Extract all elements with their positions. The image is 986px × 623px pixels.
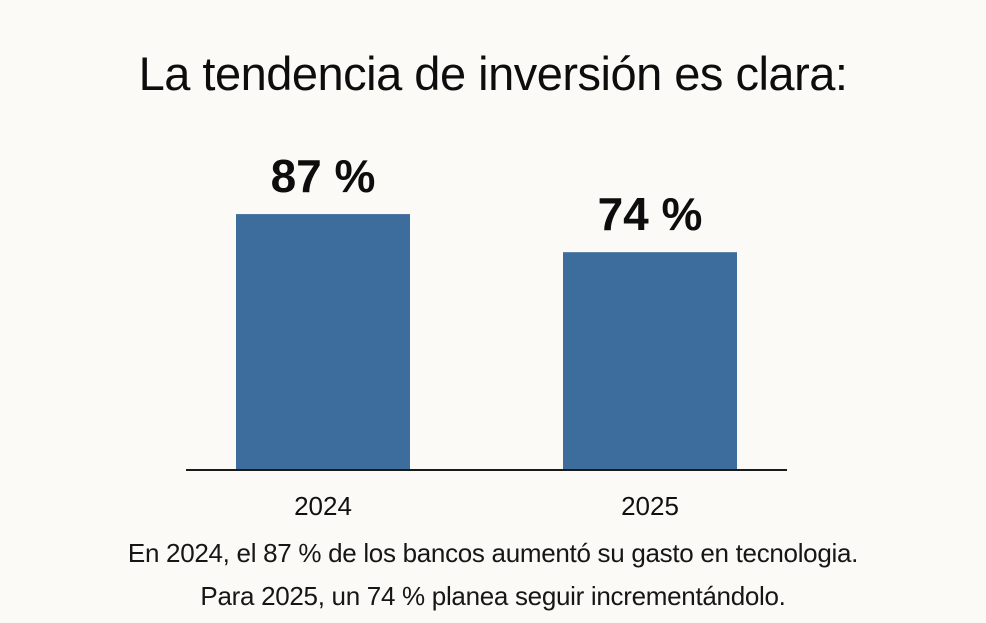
bar-2024 (236, 214, 410, 469)
bars-layer: 87 % 2024 74 % 2025 (236, 150, 737, 521)
value-label-2024: 87 % (271, 150, 376, 202)
x-tick-label-2024: 2024 (294, 491, 352, 521)
bar-2025 (563, 252, 737, 469)
x-tick-label-2025: 2025 (621, 491, 679, 521)
chart-title: La tendencia de inversión es clara: (138, 47, 848, 100)
value-label-2025: 74 % (598, 188, 703, 240)
caption-line-2: Para 2025, un 74 % planea seguir increme… (200, 581, 786, 611)
caption-line-1: En 2024, el 87 % de los bancos aumentó s… (127, 538, 859, 568)
